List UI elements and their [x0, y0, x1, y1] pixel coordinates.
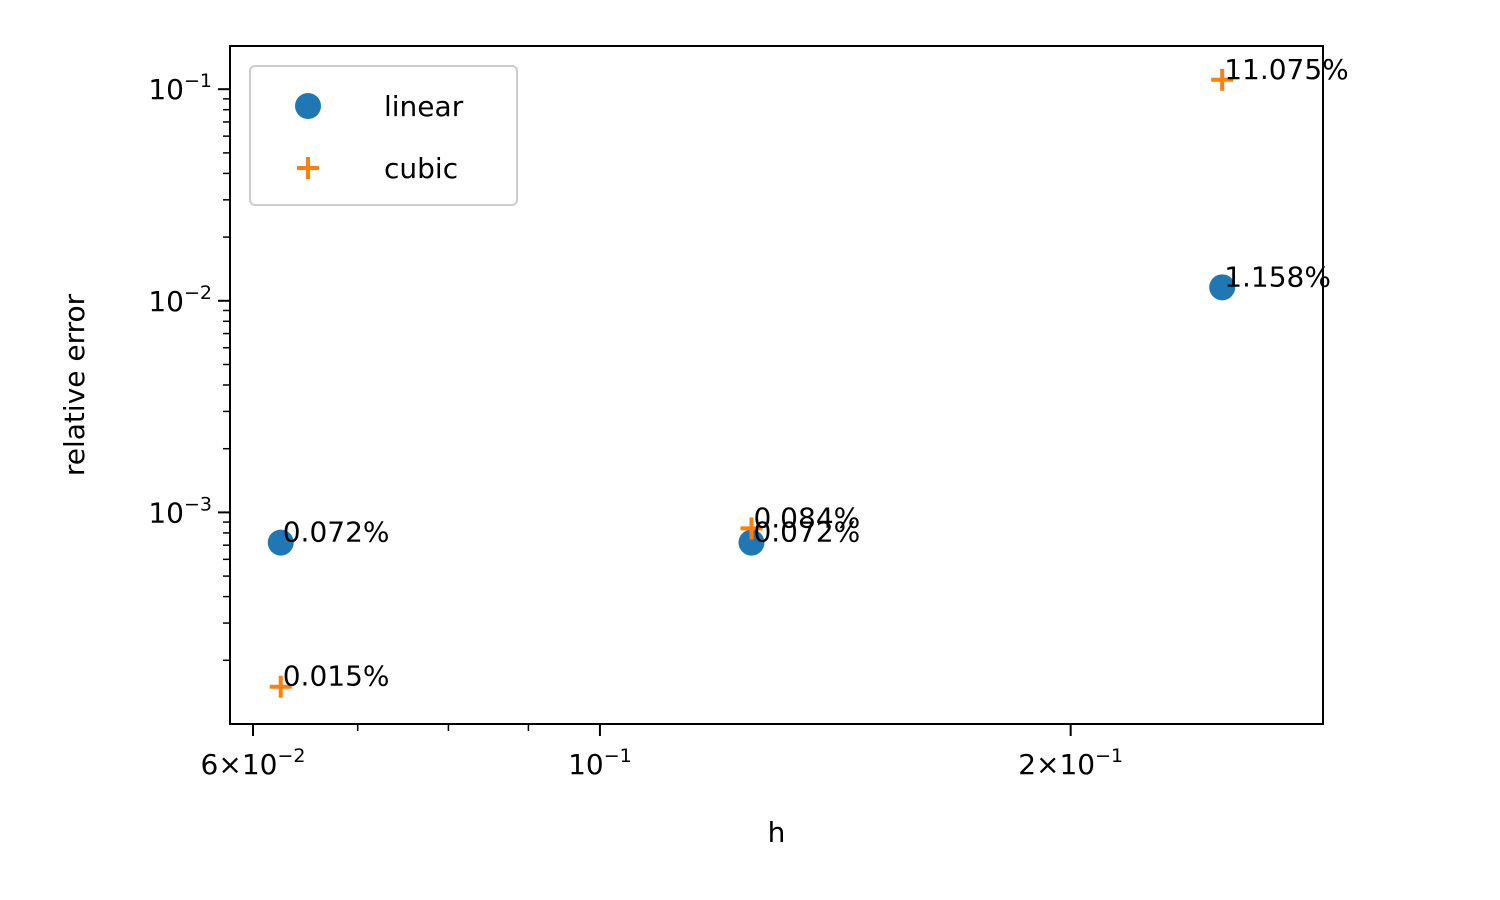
axis-ticks: 6×10−2 10−1 2×10−1 10−3 10−2 10−1	[148, 70, 1123, 781]
data-labels: 0.072% 0.072% 1.158% 0.015% 0.084% 11.075%	[283, 53, 1349, 693]
cubic-point-label: 0.084%	[753, 501, 860, 534]
legend-cubic-marker	[297, 157, 319, 179]
x-axis-label: h	[768, 816, 786, 849]
linear-point	[267, 529, 294, 556]
linear-point-label: 0.072%	[753, 516, 860, 549]
x-tick-label: 2×10−1	[1018, 745, 1123, 781]
cubic-point	[269, 675, 292, 698]
y-tick-label: 10−3	[148, 493, 212, 529]
legend-linear-label: linear	[384, 90, 464, 123]
legend-linear-marker	[295, 93, 321, 119]
y-axis-label: relative error	[58, 293, 91, 476]
cubic-point-label: 0.015%	[283, 660, 390, 693]
cubic-point	[1211, 68, 1234, 91]
y-tick-label: 10−2	[148, 282, 212, 318]
cubic-point	[740, 517, 763, 540]
legend: linear cubic	[249, 65, 518, 206]
linear-point	[1209, 274, 1236, 301]
linear-point-label: 0.072%	[283, 516, 390, 549]
y-tick-label: 10−1	[148, 70, 212, 106]
x-tick-label: 6×10−2	[201, 745, 306, 781]
x-tick-label: 10−1	[568, 745, 632, 781]
linear-point-label: 1.158%	[1224, 260, 1331, 293]
cubic-point-label: 11.075%	[1224, 53, 1349, 86]
legend-cubic-label: cubic	[384, 152, 458, 185]
linear-point	[738, 529, 765, 556]
data-marks	[267, 68, 1236, 698]
